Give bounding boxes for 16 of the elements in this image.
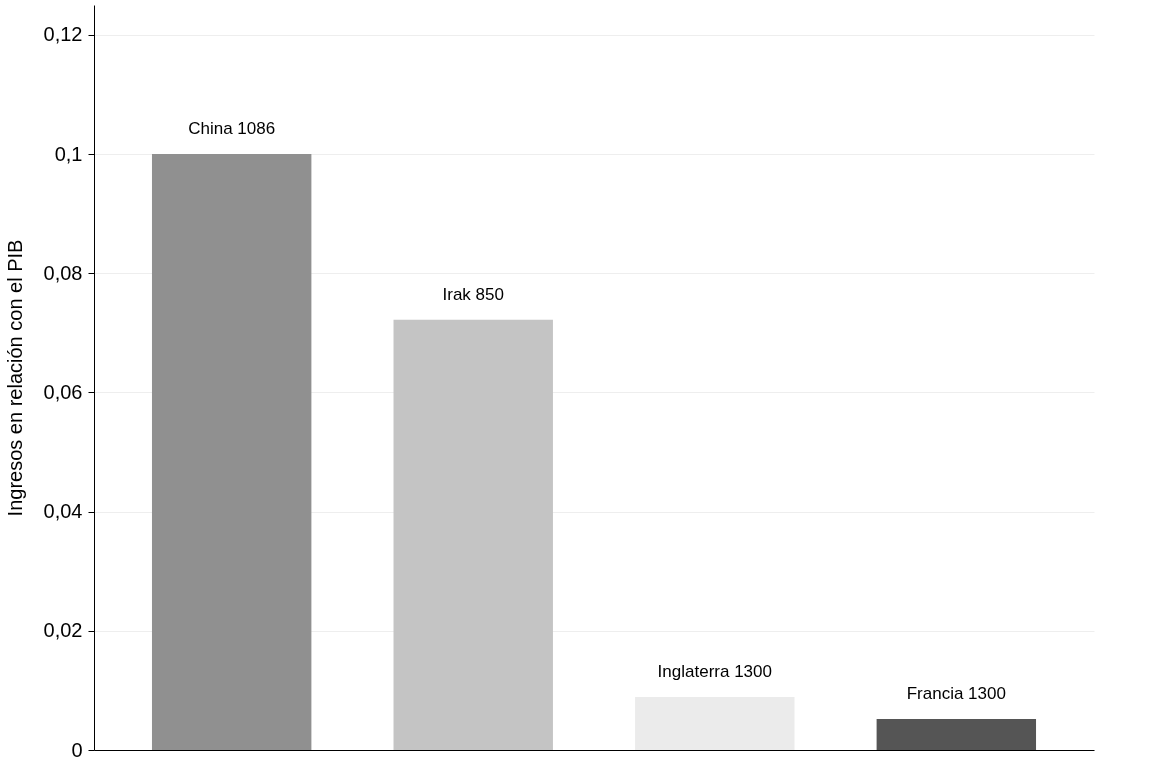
y-tick-label: 0,02 xyxy=(43,619,83,642)
bar xyxy=(876,719,1037,750)
y-tick-label: 0,04 xyxy=(43,500,83,523)
y-tick-label: 0,06 xyxy=(43,380,83,403)
x-tick-label: Francia 1300 xyxy=(906,684,1006,704)
y-tick-label: 0 xyxy=(71,738,83,761)
bar xyxy=(151,154,312,750)
y-tick-label: 0,08 xyxy=(43,261,83,284)
y-axis-title: Ingresos en relación con el PIB xyxy=(3,239,26,517)
x-tick-label: Irak 850 xyxy=(442,284,504,304)
y-tick-label: 0,1 xyxy=(54,142,83,165)
x-tick-label: China 1086 xyxy=(188,119,276,138)
bar xyxy=(393,319,553,750)
y-tick-label: 0,12 xyxy=(43,23,83,46)
bar xyxy=(635,696,795,750)
x-tick-label: Inglaterra 1300 xyxy=(657,661,772,681)
